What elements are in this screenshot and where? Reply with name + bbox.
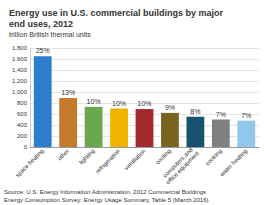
svg-text:0: 0 — [24, 144, 28, 150]
svg-text:Energy Consumption Survey: Ene: Energy Consumption Survey: Energy Usage … — [4, 197, 209, 203]
svg-text:400: 400 — [17, 122, 28, 128]
svg-text:25%: 25% — [36, 47, 50, 54]
svg-text:refrigeration: refrigeration — [94, 148, 121, 175]
svg-text:cooking: cooking — [204, 148, 223, 167]
svg-text:1,200: 1,200 — [12, 78, 28, 84]
svg-text:space heating: space heating — [14, 148, 45, 179]
svg-text:200: 200 — [17, 133, 28, 139]
svg-text:7%: 7% — [216, 111, 226, 118]
svg-text:800: 800 — [17, 100, 28, 106]
svg-text:other: other — [56, 148, 70, 162]
svg-text:1,400: 1,400 — [12, 67, 28, 73]
svg-text:computers and: computers and — [161, 145, 195, 179]
svg-text:1,600: 1,600 — [12, 56, 28, 62]
svg-text:end uses, 2012: end uses, 2012 — [9, 19, 73, 29]
svg-text:1,000: 1,000 — [12, 89, 28, 95]
svg-text:Energy use in U.S. commercial: Energy use in U.S. commercial buildings … — [9, 8, 226, 18]
svg-text:600: 600 — [17, 111, 28, 117]
svg-text:cooling: cooling — [154, 148, 172, 166]
svg-text:9%: 9% — [165, 104, 175, 111]
svg-text:lighting: lighting — [78, 148, 96, 166]
svg-text:10%: 10% — [112, 100, 126, 107]
svg-text:1,800: 1,800 — [12, 45, 28, 51]
svg-text:10%: 10% — [137, 100, 151, 107]
svg-text:10%: 10% — [87, 98, 101, 105]
svg-text:13%: 13% — [61, 89, 75, 96]
svg-text:trillion British thermal units: trillion British thermal units — [9, 31, 91, 38]
svg-text:water heating: water heating — [218, 148, 248, 178]
svg-text:7%: 7% — [241, 112, 251, 119]
svg-text:office equipment: office equipment — [165, 150, 200, 185]
svg-text:ventilation: ventilation — [123, 148, 146, 171]
svg-text:Source: U.S. Energy Informatio: Source: U.S. Energy Information Administ… — [4, 189, 208, 195]
svg-text:8%: 8% — [190, 108, 200, 115]
